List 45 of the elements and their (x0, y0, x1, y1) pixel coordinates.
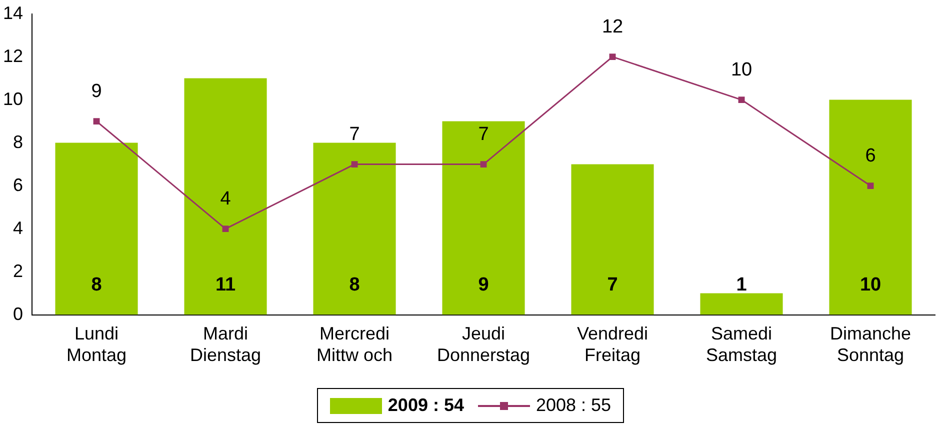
data-label: 10 (860, 274, 882, 296)
x-tick-label: Vendredi Freitag (576, 324, 648, 366)
data-label: 4 (220, 188, 232, 210)
point (222, 226, 229, 232)
point (867, 182, 874, 190)
bar (313, 142, 396, 315)
data-label: 8 (91, 274, 102, 296)
x-tick-label: Samedi Samstag (706, 324, 778, 366)
y-tick-label: 14 (2, 2, 24, 23)
data-label: 10 (730, 60, 752, 81)
legend-label: 2009 : 54 (388, 395, 464, 416)
y-tick-label: 12 (2, 46, 24, 66)
data-label: 7 (478, 124, 489, 146)
legend-label: 2008 : 55 (536, 395, 612, 416)
x-tick-label: Dimanche Sonntag (830, 324, 912, 366)
y-tick-label: 4 (13, 218, 24, 238)
bar (571, 164, 654, 315)
bar (829, 100, 912, 315)
bar (184, 78, 267, 315)
y-tick-label: 0 (13, 304, 24, 324)
point (93, 118, 100, 125)
data-label: 6 (865, 146, 876, 167)
point (609, 54, 616, 60)
data-label: 9 (478, 274, 489, 296)
x-tick-label: Jeudi Donnerstag (436, 324, 530, 366)
x-tick-label: Lundi Montag (66, 324, 127, 366)
point (480, 161, 487, 168)
bar (700, 293, 783, 315)
bar (442, 121, 525, 315)
bar (55, 142, 138, 315)
x-tick-label: Mardi Dienstag (190, 324, 262, 366)
data-label: 12 (602, 16, 624, 38)
y-tick-label: 8 (13, 132, 24, 152)
data-label: 7 (607, 274, 618, 296)
y-tick-label: 10 (2, 88, 24, 109)
data-label: 1 (736, 274, 748, 296)
y-tick-label: 2 (13, 260, 24, 281)
data-label: 9 (91, 81, 102, 102)
y-tick-label: 6 (13, 174, 24, 195)
data-label: 11 (215, 274, 236, 296)
data-label: 7 (349, 124, 360, 146)
point (738, 96, 745, 104)
data-label: 8 (349, 274, 360, 296)
point (351, 161, 358, 168)
x-tick-label: Mercredi Mittw och (316, 324, 393, 366)
